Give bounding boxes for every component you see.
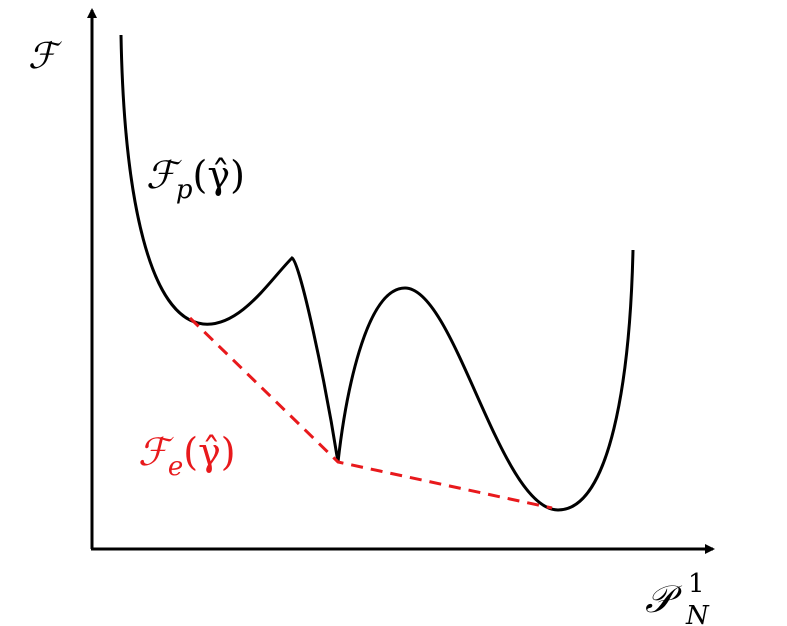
envelope-curve [188,316,553,510]
label-base: 𝒫 [645,577,683,621]
envelope-label: ℱe(γ̂) [138,430,236,482]
curve-label: ℱp(γ̂) [146,153,245,205]
label-arg: (γ̂) [193,153,245,197]
label-sub: e [168,452,183,482]
label-sub: p [176,175,193,205]
label-sub: N [685,601,710,626]
label-sup: 1 [688,569,705,599]
y-axis-label: ℱ [28,36,62,77]
label-arg: (γ̂) [183,430,235,474]
